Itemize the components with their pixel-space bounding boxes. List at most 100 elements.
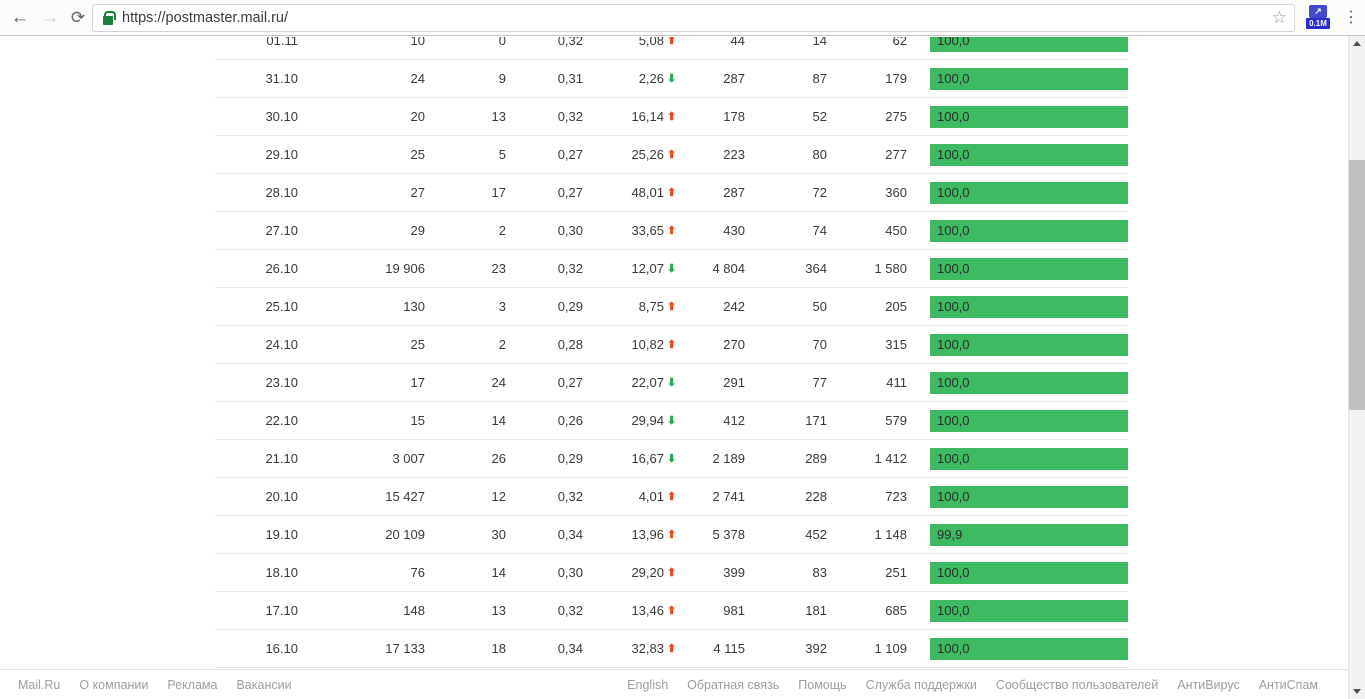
trend-up-icon: ⬆ (667, 491, 677, 503)
table-row: 01.11 10 0 0,32 5,08 ⬆ 44 14 62 100,0 (215, 37, 1128, 60)
trend-up-icon: ⬆ (667, 111, 677, 123)
trend-down-icon: ⬇ (667, 377, 677, 389)
value-cell: 17 (491, 185, 506, 200)
trend-up-icon: ⬆ (667, 301, 677, 313)
rate-bar-cell: 100,0 (909, 143, 1128, 166)
reload-icon[interactable]: ⟳ (70, 8, 86, 27)
back-icon[interactable]: ← (10, 7, 30, 28)
date-cell: 23.10 (265, 375, 298, 390)
percent-cell: 12,07 ⬇ (585, 261, 680, 276)
value-cell: 0,27 (557, 147, 583, 162)
value-cell: 70 (812, 337, 827, 352)
percent-cell: 29,94 ⬇ (585, 413, 680, 428)
value-cell: 148 (403, 603, 425, 618)
percent-cell: 32,83 ⬆ (585, 641, 680, 656)
percent-cell: 16,14 ⬆ (585, 109, 680, 124)
value-cell: 25 (410, 337, 425, 352)
table-row: 24.10 25 2 0,28 10,82 ⬆ 270 70 315 100,0 (215, 326, 1128, 364)
date-cell: 26.10 (265, 261, 298, 276)
footer-link[interactable]: АнтиСпам (1258, 678, 1318, 692)
rate-bar-cell: 100,0 (909, 37, 1128, 52)
rate-bar: 100,0 (930, 143, 1128, 166)
rate-bar: 100,0 (930, 67, 1128, 90)
date-cell: 25.10 (265, 299, 298, 314)
trend-up-icon: ⬆ (667, 225, 677, 237)
bookmark-star-icon[interactable]: ☆ (1271, 8, 1287, 27)
value-cell: 0,32 (557, 603, 583, 618)
trend-down-icon: ⬇ (667, 73, 677, 85)
footer-link[interactable]: Сообщество пользователей (995, 678, 1159, 692)
rate-bar: 100,0 (930, 371, 1128, 394)
trend-up-icon: ⬆ (667, 567, 677, 579)
rate-bar: 100,0 (930, 295, 1128, 318)
rate-bar: 100,0 (930, 181, 1128, 204)
value-cell: 315 (885, 337, 907, 352)
value-cell: 1 412 (874, 451, 907, 466)
value-cell: 723 (885, 489, 907, 504)
value-cell: 15 427 (385, 489, 425, 504)
rate-bar: 100,0 (930, 105, 1128, 128)
footer-link[interactable]: Реклама (167, 678, 218, 692)
value-cell: 2 (498, 337, 506, 352)
extension-icon[interactable]: ↗ 0.1M (1306, 5, 1332, 31)
footer-link[interactable]: English (627, 678, 669, 692)
value-cell: 9 (498, 71, 506, 86)
forward-icon[interactable]: → (40, 7, 60, 28)
value-cell: 1 148 (874, 527, 907, 542)
date-cell: 18.10 (265, 565, 298, 580)
value-cell: 10 (410, 37, 425, 48)
rate-bar: 100,0 (930, 599, 1128, 622)
date-cell: 22.10 (265, 413, 298, 428)
scroll-up-icon[interactable] (1349, 36, 1365, 51)
percent-cell: 5,08 ⬆ (585, 37, 680, 48)
value-cell: 981 (723, 603, 745, 618)
percent-cell: 4,01 ⬆ (585, 489, 680, 504)
trend-up-icon: ⬆ (667, 339, 677, 351)
url-text[interactable]: https://postmaster.mail.ru/ (122, 10, 289, 26)
footer-link[interactable]: Служба поддержки (865, 678, 977, 692)
scrollbar-thumb[interactable] (1349, 160, 1365, 410)
rate-bar: 100,0 (930, 447, 1128, 470)
percent-cell: 48,01 ⬆ (585, 185, 680, 200)
footer-link[interactable]: О компании (79, 678, 149, 692)
table-row: 18.10 76 14 0,30 29,20 ⬆ 399 83 251 100,0 (215, 554, 1128, 592)
trend-down-icon: ⬇ (667, 415, 677, 427)
chrome-menu-icon[interactable]: ⋮ (1343, 9, 1359, 26)
value-cell: 12 (491, 489, 506, 504)
date-cell: 24.10 (265, 337, 298, 352)
address-bar[interactable]: https://postmaster.mail.ru/ ☆ (92, 4, 1295, 32)
stats-table: 01.11 10 0 0,32 5,08 ⬆ 44 14 62 100,0 31.10 24 9 0,31… (0, 37, 1348, 669)
footer-link[interactable]: Вакансии (236, 678, 292, 692)
table-row: 26.10 19 906 23 0,32 12,07 ⬇ 4 804 364 1 580 100,… (215, 250, 1128, 288)
value-cell: 2 (498, 223, 506, 238)
value-cell: 74 (812, 223, 827, 238)
value-cell: 23 (491, 261, 506, 276)
value-cell: 275 (885, 109, 907, 124)
value-cell: 178 (723, 109, 745, 124)
rate-bar: 100,0 (930, 485, 1128, 508)
value-cell: 181 (805, 603, 827, 618)
scroll-down-icon[interactable] (1349, 684, 1365, 699)
value-cell: 80 (812, 147, 827, 162)
trend-down-icon: ⬇ (667, 453, 677, 465)
rate-bar-cell: 100,0 (909, 637, 1128, 660)
value-cell: 412 (723, 413, 745, 428)
value-cell: 277 (885, 147, 907, 162)
value-cell: 13 (491, 603, 506, 618)
footer-link[interactable]: АнтиВирус (1177, 678, 1240, 692)
footer-link[interactable]: Обратная связь (687, 678, 780, 692)
value-cell: 251 (885, 565, 907, 580)
rate-bar: 100,0 (930, 409, 1128, 432)
table-row: 28.10 27 17 0,27 48,01 ⬆ 287 72 360 100,0 (215, 174, 1128, 212)
value-cell: 24 (410, 71, 425, 86)
percent-cell: 29,20 ⬆ (585, 565, 680, 580)
footer-link[interactable]: Помощь (798, 678, 847, 692)
date-cell: 21.10 (265, 451, 298, 466)
value-cell: 14 (491, 565, 506, 580)
scrollbar[interactable] (1348, 36, 1365, 699)
date-cell: 01.11 (266, 37, 298, 48)
value-cell: 392 (805, 641, 827, 656)
footer-link[interactable]: Mail.Ru (18, 678, 61, 692)
rate-bar-cell: 100,0 (909, 257, 1128, 280)
